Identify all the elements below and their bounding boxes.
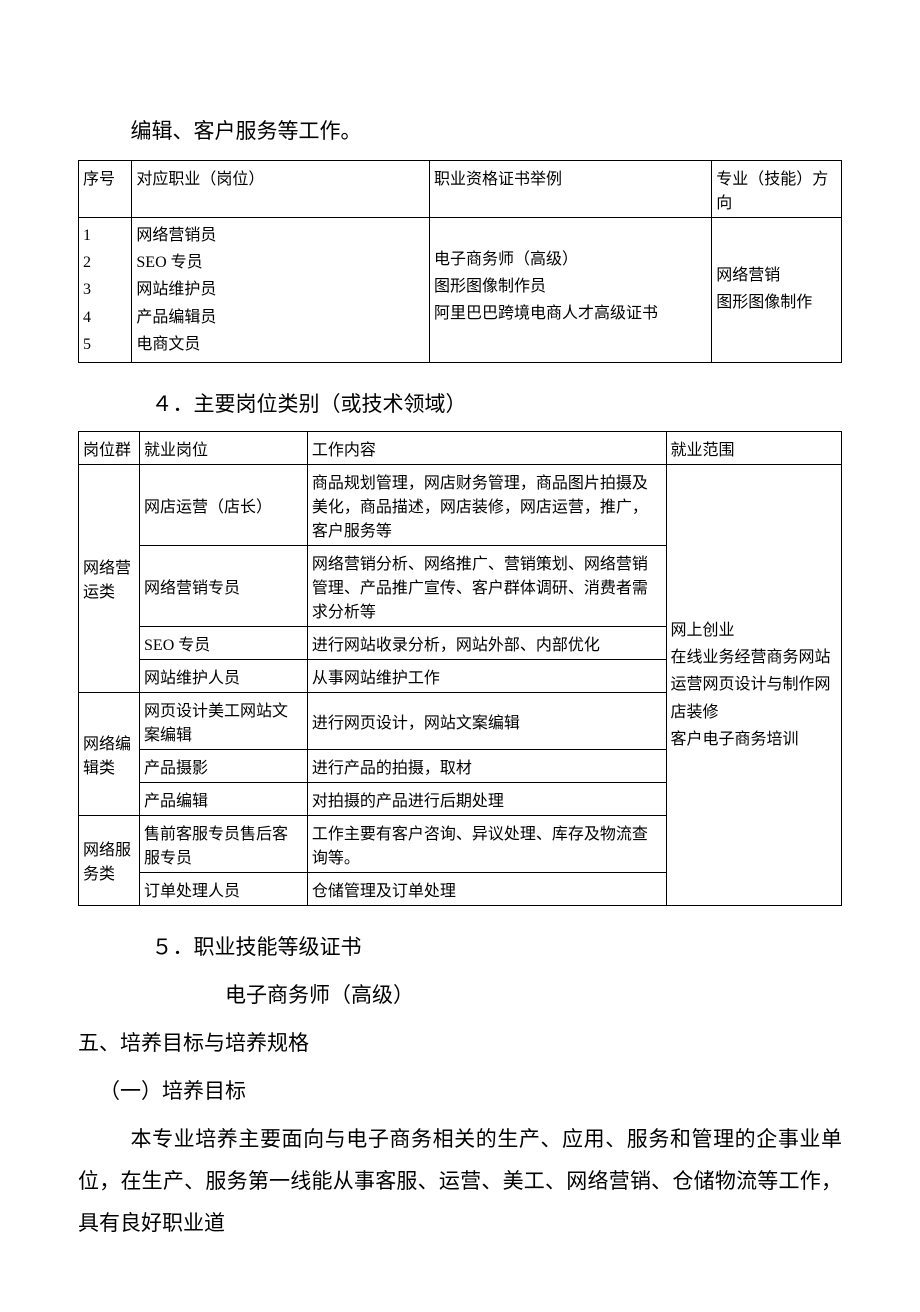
td-work: 对拍摄的产品进行后期处理 (307, 782, 666, 815)
scope-item: 网上创业 (671, 617, 838, 644)
td-work: 网络营销分析、网络推广、营销策划、网络营销管理、产品推广宣传、客户群体调研、消费… (307, 545, 666, 626)
td-job: 网店运营（店长） (140, 464, 308, 545)
td-job: 订单处理人员 (140, 872, 308, 905)
cert-item: 阿里巴巴跨境电商人才高级证书 (434, 300, 707, 327)
td-seq: 1 2 3 4 5 (79, 218, 132, 363)
table-row: 1 2 3 4 5 网络营销员 SEO 专员 网站维护员 产品编辑员 电商文员 … (79, 218, 842, 363)
seq-item: 3 (83, 276, 127, 303)
td-work: 工作主要有客户咨询、异议处理、库存及物流查询等。 (307, 815, 666, 872)
table-job-categories: 岗位群 就业岗位 工作内容 就业范围 网络营运类 网店运营（店长） 商品规划管理… (78, 431, 842, 906)
td-work: 进行网页设计，网站文案编辑 (307, 692, 666, 749)
heading-5: ５．职业技能等级证书 (78, 926, 842, 968)
th-job: 就业岗位 (140, 431, 308, 464)
cert-item: 图形图像制作员 (434, 273, 707, 300)
td-job: 产品摄影 (140, 749, 308, 782)
th-work: 工作内容 (307, 431, 666, 464)
seq-item: 1 (83, 222, 127, 249)
pos-item: 网络营销员 (136, 222, 425, 249)
td-work: 商品规划管理，网店财务管理，商品图片拍摄及美化，商品描述，网店装修，网店运营，推… (307, 464, 666, 545)
scope-item: 在线业务经营商务网站运营网页设计与制作网店装修 (671, 644, 838, 726)
intro-paragraph: 编辑、客户服务等工作。 (78, 110, 842, 152)
td-group: 网络服务类 (79, 815, 140, 905)
cert-name: 电子商务师（高级） (78, 974, 842, 1016)
seq-item: 2 (83, 249, 127, 276)
cert-item: 电子商务师（高级） (434, 246, 707, 273)
td-work: 仓储管理及订单处理 (307, 872, 666, 905)
section-5-1-title: （一）培养目标 (78, 1070, 842, 1112)
dir-item: 图形图像制作 (716, 289, 837, 316)
td-job: 产品编辑 (140, 782, 308, 815)
th-cert: 职业资格证书举例 (429, 161, 711, 218)
td-job: 网站维护人员 (140, 659, 308, 692)
th-group: 岗位群 (79, 431, 140, 464)
pos-item: SEO 专员 (136, 249, 425, 276)
td-job: 网络营销专员 (140, 545, 308, 626)
td-position: 网络营销员 SEO 专员 网站维护员 产品编辑员 电商文员 (132, 218, 430, 363)
td-job: SEO 专员 (140, 626, 308, 659)
th-position: 对应职业（岗位） (132, 161, 430, 218)
td-group: 网络编辑类 (79, 692, 140, 815)
seq-item: 5 (83, 331, 127, 358)
th-direction: 专业（技能）方向 (712, 161, 842, 218)
td-group: 网络营运类 (79, 464, 140, 692)
th-scope: 就业范围 (666, 431, 842, 464)
td-work: 进行网站收录分析，网站外部、内部优化 (307, 626, 666, 659)
seq-item: 4 (83, 304, 127, 331)
table-row: 网络营运类 网店运营（店长） 商品规划管理，网店财务管理，商品图片拍摄及美化，商… (79, 464, 842, 545)
td-direction: 网络营销 图形图像制作 (712, 218, 842, 363)
pos-item: 网站维护员 (136, 276, 425, 303)
scope-item: 客户电子商务培训 (671, 726, 838, 753)
td-cert: 电子商务师（高级） 图形图像制作员 阿里巴巴跨境电商人才高级证书 (429, 218, 711, 363)
th-seq: 序号 (79, 161, 132, 218)
pos-item: 电商文员 (136, 331, 425, 358)
table-header-row: 岗位群 就业岗位 工作内容 就业范围 (79, 431, 842, 464)
heading-4: ４．主要岗位类别（或技术领域） (78, 383, 842, 425)
pos-item: 产品编辑员 (136, 304, 425, 331)
section-5-title: 五、培养目标与培养规格 (78, 1022, 842, 1064)
dir-item: 网络营销 (716, 262, 837, 289)
td-job: 网页设计美工网站文案编辑 (140, 692, 308, 749)
body-paragraph: 本专业培养主要面向与电子商务相关的生产、应用、服务和管理的企事业单位，在生产、服… (78, 1118, 842, 1244)
table-positions: 序号 对应职业（岗位） 职业资格证书举例 专业（技能）方向 1 2 3 4 5 … (78, 160, 842, 363)
td-work: 进行产品的拍摄，取材 (307, 749, 666, 782)
td-work: 从事网站维护工作 (307, 659, 666, 692)
td-job: 售前客服专员售后客服专员 (140, 815, 308, 872)
td-scope: 网上创业 在线业务经营商务网站运营网页设计与制作网店装修 客户电子商务培训 (666, 464, 842, 905)
table-header-row: 序号 对应职业（岗位） 职业资格证书举例 专业（技能）方向 (79, 161, 842, 218)
